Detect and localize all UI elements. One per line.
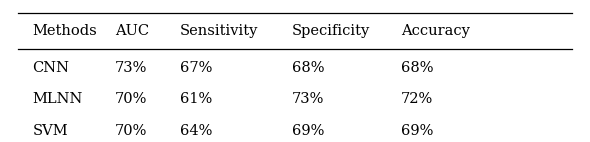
Text: Accuracy: Accuracy: [401, 24, 470, 38]
Text: 68%: 68%: [292, 61, 325, 75]
Text: 61%: 61%: [180, 92, 212, 106]
Text: Sensitivity: Sensitivity: [180, 24, 258, 38]
Text: 70%: 70%: [115, 124, 148, 138]
Text: Methods: Methods: [32, 24, 97, 38]
Text: 68%: 68%: [401, 61, 434, 75]
Text: Specificity: Specificity: [292, 24, 371, 38]
Text: MLNN: MLNN: [32, 92, 83, 106]
Text: 69%: 69%: [401, 124, 434, 138]
Text: 72%: 72%: [401, 92, 434, 106]
Text: 69%: 69%: [292, 124, 325, 138]
Text: CNN: CNN: [32, 61, 70, 75]
Text: 64%: 64%: [180, 124, 212, 138]
Text: 73%: 73%: [115, 61, 148, 75]
Text: SVM: SVM: [32, 124, 68, 138]
Text: 67%: 67%: [180, 61, 212, 75]
Text: AUC: AUC: [115, 24, 149, 38]
Text: 70%: 70%: [115, 92, 148, 106]
Text: 73%: 73%: [292, 92, 325, 106]
